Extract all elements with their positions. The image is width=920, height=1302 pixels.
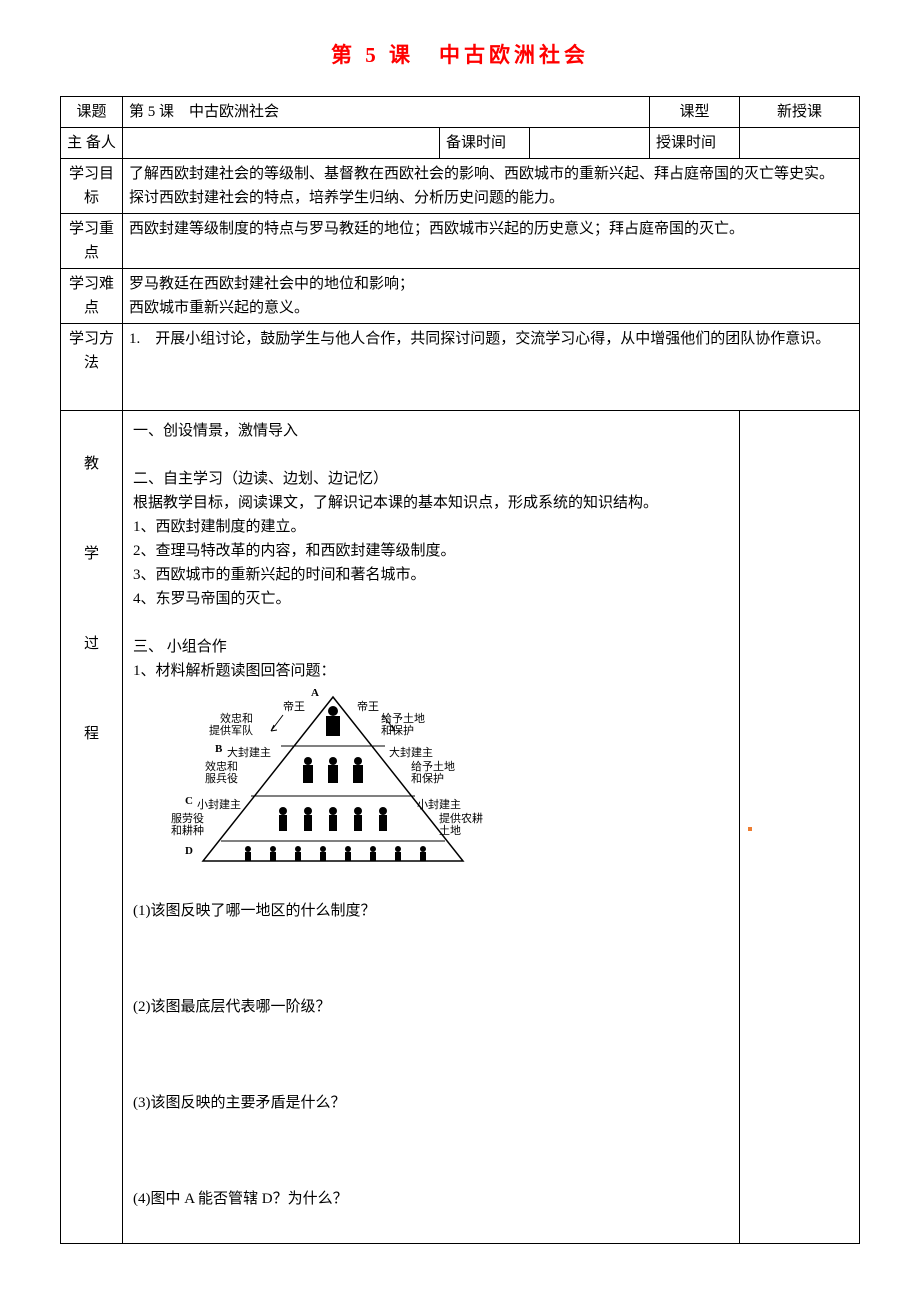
row-goal-label: 学习目标 (61, 158, 123, 213)
row-topic-label: 课题 (61, 96, 123, 127)
row-prep-col3val (740, 127, 860, 158)
sec3-title: 三、 小组合作 (133, 635, 729, 659)
sec2-item: 1、西欧封建制度的建立。 (133, 515, 729, 539)
lesson-plan-table: 课题 第 5 课 中古欧洲社会 课型 新授课 主 备人 备课时间 授课时间 学习… (60, 96, 860, 1244)
row-prep-label: 主 备人 (61, 127, 123, 158)
pyramid-xfl: 小封建主 (197, 799, 241, 812)
question-4: (4)图中 A 能否管辖 D？为什么？ (133, 1187, 729, 1211)
row-prep-col2label: 备课时间 (439, 127, 529, 158)
feudal-pyramid-diagram: A 帝王 帝王 效忠和提供军队 给予土地和保护 B 大封建主 大封建主 效忠和服… (163, 691, 543, 891)
pyramid-A-right: 给予土地和保护 (381, 713, 425, 738)
pyramid-emperor-l: 帝王 (283, 701, 305, 714)
sec2-intro: 根据教学目标，阅读课文，了解识记本课的基本知识点，形成系统的知识结构。 (133, 491, 729, 515)
row-prep-val1 (123, 127, 440, 158)
pyramid-B: B (215, 743, 222, 756)
pyramid-B-left: 效忠和服兵役 (205, 761, 238, 786)
sec1-title: 一、创设情景，激情导入 (133, 419, 729, 443)
pyramid-C-left: 服劳役和耕种 (171, 813, 204, 838)
row-focus-label: 学习重点 (61, 213, 123, 268)
margin-marker-icon (748, 827, 752, 831)
process-label-1: 教 (84, 456, 99, 472)
question-2: (2)该图最底层代表哪一阶级？ (133, 995, 729, 1019)
process-label-3: 过 (84, 636, 99, 652)
process-label-2: 学 (84, 546, 99, 562)
sec2-item: 3、西欧城市的重新兴起的时间和著名城市。 (133, 563, 729, 587)
process-vertical-label: 教 学 过 程 (67, 419, 116, 779)
pyramid-daf-l: 大封建主 (227, 747, 271, 760)
table-row: 学习方法 1. 开展小组讨论，鼓励学生与他人合作，共同探讨问题，交流学习心得，从… (61, 323, 860, 410)
process-label-4: 程 (84, 726, 99, 742)
row-type-label: 课型 (650, 96, 740, 127)
sec2-item: 2、查理马特改革的内容，和西欧封建等级制度。 (133, 539, 729, 563)
row-diff-label: 学习难点 (61, 268, 123, 323)
row-goal-text: 了解西欧封建社会的等级制、基督教在西欧社会的影响、西欧城市的重新兴起、拜占庭帝国… (123, 158, 860, 213)
sec3-intro: 1、材料解析题读图回答问题： (133, 659, 729, 683)
pyramid-B-right: 给予土地和保护 (411, 761, 455, 786)
pyramid-emperor-r: 帝王 (357, 701, 379, 714)
process-right-cell (740, 410, 860, 1243)
pyramid-daf-r: 大封建主 (389, 747, 433, 760)
question-1: (1)该图反映了哪一地区的什么制度？ (133, 899, 729, 923)
pyramid-xfr: 小封建主 (417, 799, 461, 812)
question-3: (3)该图反映的主要矛盾是什么？ (133, 1091, 729, 1115)
table-row: 教 学 过 程 一、创设情景，激情导入 二、自主学习（边读、边划、边记忆） 根据… (61, 410, 860, 1243)
row-topic-value: 第 5 课 中古欧洲社会 (123, 96, 650, 127)
pyramid-A-left: 效忠和提供军队 (209, 713, 253, 738)
row-method-text: 1. 开展小组讨论，鼓励学生与他人合作，共同探讨问题，交流学习心得，从中增强他们… (123, 323, 860, 410)
table-row: 学习重点 西欧封建等级制度的特点与罗马教廷的地位；西欧城市兴起的历史意义；拜占庭… (61, 213, 860, 268)
table-row: 学习难点 罗马教廷在西欧封建社会中的地位和影响； 西欧城市重新兴起的意义。 (61, 268, 860, 323)
row-prep-col2val (529, 127, 649, 158)
row-type-value: 新授课 (740, 96, 860, 127)
pyramid-C: C (185, 795, 193, 808)
process-label-cell: 教 学 过 程 (61, 410, 123, 1243)
sec2-title: 二、自主学习（边读、边划、边记忆） (133, 467, 729, 491)
row-diff-text: 罗马教廷在西欧封建社会中的地位和影响； 西欧城市重新兴起的意义。 (123, 268, 860, 323)
pyramid-D: D (185, 845, 193, 858)
sec2-item: 4、东罗马帝国的灭亡。 (133, 587, 729, 611)
row-prep-col3label: 授课时间 (650, 127, 740, 158)
process-content: 一、创设情景，激情导入 二、自主学习（边读、边划、边记忆） 根据教学目标，阅读课… (123, 410, 740, 1243)
row-focus-text: 西欧封建等级制度的特点与罗马教廷的地位；西欧城市兴起的历史意义；拜占庭帝国的灭亡… (123, 213, 860, 268)
table-row: 学习目标 了解西欧封建社会的等级制、基督教在西欧社会的影响、西欧城市的重新兴起、… (61, 158, 860, 213)
pyramid-A: A (311, 687, 319, 700)
pyramid-C-right: 提供农耕土地 (439, 813, 483, 838)
table-row: 课题 第 5 课 中古欧洲社会 课型 新授课 (61, 96, 860, 127)
row-method-label: 学习方法 (61, 323, 123, 410)
table-row: 主 备人 备课时间 授课时间 (61, 127, 860, 158)
page-title: 第 5 课 中古欧洲社会 (60, 40, 860, 72)
